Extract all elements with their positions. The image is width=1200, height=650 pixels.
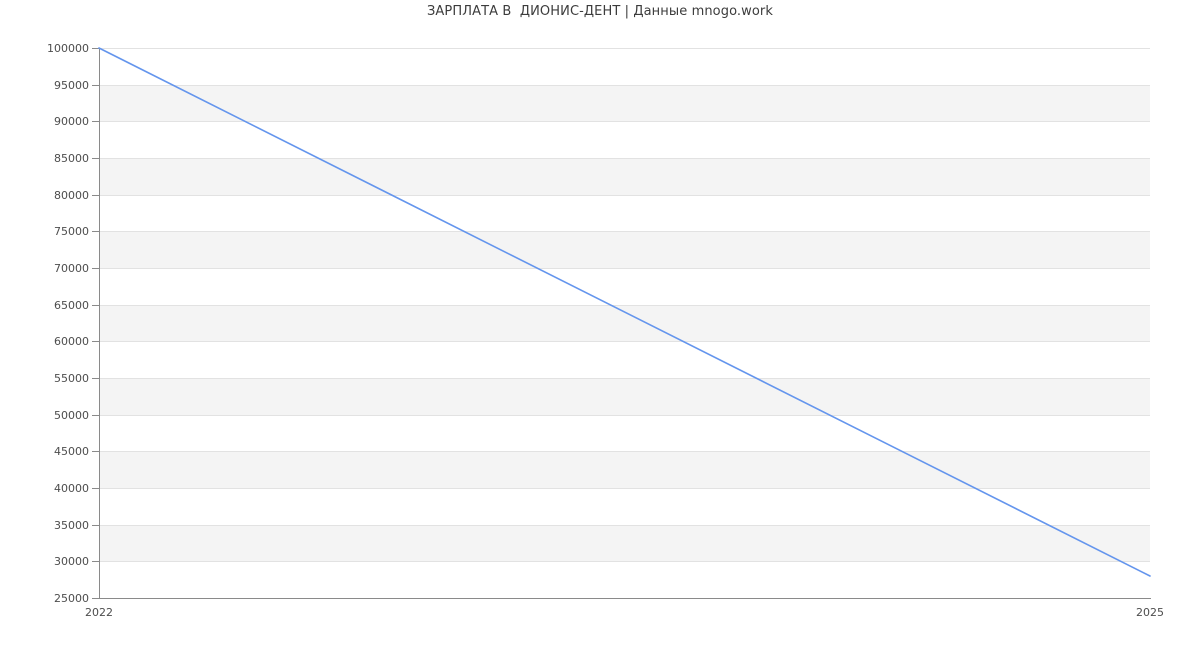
y-tick-mark [92, 121, 99, 122]
y-tick-mark [92, 451, 99, 452]
y-tick-mark [92, 341, 99, 342]
y-tick-mark [92, 561, 99, 562]
y-tick-label: 100000 [47, 42, 89, 55]
gridline [99, 231, 1150, 233]
y-tick-mark [92, 415, 99, 416]
y-tick-mark [92, 488, 99, 489]
gridline [99, 524, 1150, 526]
plot-area [99, 48, 1150, 598]
y-tick-label: 45000 [54, 445, 89, 459]
plot-band [99, 84, 1150, 122]
y-tick-label: 50000 [54, 408, 89, 422]
plot-band [99, 231, 1150, 268]
gridline [99, 158, 1150, 159]
y-tick-label: 75000 [54, 225, 89, 239]
y-tick-label: 80000 [54, 188, 89, 202]
y-tick-label: 60000 [54, 335, 89, 349]
plot-band [99, 451, 1150, 488]
gridline [99, 268, 1150, 269]
y-tick-label: 25000 [54, 592, 89, 605]
y-tick-label: 90000 [54, 115, 89, 129]
gridline [99, 194, 1150, 196]
gridline [99, 414, 1150, 416]
y-tick-label: 40000 [54, 482, 89, 495]
x-tick-label: 2025 [1136, 606, 1164, 619]
gridline [99, 304, 1150, 306]
y-tick-mark [92, 48, 99, 49]
y-tick-mark [92, 195, 99, 196]
plot-band [99, 304, 1150, 342]
y-tick-mark [92, 305, 99, 306]
gridline [99, 561, 1150, 563]
x-tick-label: 2022 [85, 606, 113, 619]
y-tick-mark [92, 158, 99, 159]
y-tick-mark [92, 525, 99, 526]
gridline [99, 48, 1150, 49]
gridline [99, 378, 1150, 379]
y-tick-mark [92, 85, 99, 86]
gridline [99, 341, 1150, 343]
y-tick-label: 55000 [54, 372, 89, 385]
y-tick-mark [92, 598, 99, 599]
y-tick-label: 65000 [54, 298, 89, 312]
chart-title: ЗАРПЛАТА В ДИОНИС-ДЕНТ | Данные mnogo.wo… [426, 4, 773, 19]
gridline [99, 84, 1150, 86]
y-tick-mark [92, 231, 99, 232]
y-tick-label: 85000 [54, 152, 89, 165]
y-tick-mark [92, 378, 99, 379]
gridline [99, 488, 1150, 489]
plot-band [99, 524, 1150, 562]
y-tick-label: 30000 [54, 555, 89, 569]
y-tick-mark [92, 268, 99, 269]
y-axis-line [99, 48, 100, 599]
gridline [99, 451, 1150, 453]
x-axis-line [99, 598, 1151, 599]
gridline [99, 121, 1150, 123]
y-tick-label: 35000 [54, 518, 89, 532]
plot-band [99, 378, 1150, 415]
y-tick-label: 95000 [54, 78, 89, 92]
plot-band [99, 158, 1150, 195]
y-tick-label: 70000 [54, 262, 89, 275]
